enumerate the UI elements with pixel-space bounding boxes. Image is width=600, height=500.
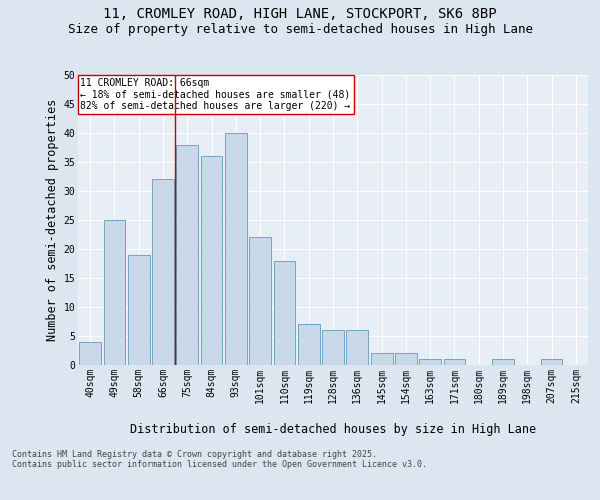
Bar — [371, 354, 392, 365]
Bar — [346, 330, 368, 365]
Text: 11 CROMLEY ROAD: 66sqm
← 18% of semi-detached houses are smaller (48)
82% of sem: 11 CROMLEY ROAD: 66sqm ← 18% of semi-det… — [80, 78, 350, 111]
Bar — [249, 238, 271, 365]
Text: Distribution of semi-detached houses by size in High Lane: Distribution of semi-detached houses by … — [130, 422, 536, 436]
Bar — [322, 330, 344, 365]
Bar — [443, 359, 466, 365]
Text: 11, CROMLEY ROAD, HIGH LANE, STOCKPORT, SK6 8BP: 11, CROMLEY ROAD, HIGH LANE, STOCKPORT, … — [103, 8, 497, 22]
Bar — [541, 359, 562, 365]
Bar — [152, 180, 174, 365]
Bar — [395, 354, 417, 365]
Y-axis label: Number of semi-detached properties: Number of semi-detached properties — [46, 99, 59, 341]
Bar — [128, 255, 149, 365]
Text: Contains HM Land Registry data © Crown copyright and database right 2025.
Contai: Contains HM Land Registry data © Crown c… — [12, 450, 427, 469]
Bar — [79, 342, 101, 365]
Bar — [200, 156, 223, 365]
Bar — [298, 324, 320, 365]
Bar — [274, 260, 295, 365]
Bar — [176, 144, 198, 365]
Bar — [492, 359, 514, 365]
Bar — [225, 133, 247, 365]
Text: Size of property relative to semi-detached houses in High Lane: Size of property relative to semi-detach… — [67, 22, 533, 36]
Bar — [419, 359, 441, 365]
Bar — [104, 220, 125, 365]
